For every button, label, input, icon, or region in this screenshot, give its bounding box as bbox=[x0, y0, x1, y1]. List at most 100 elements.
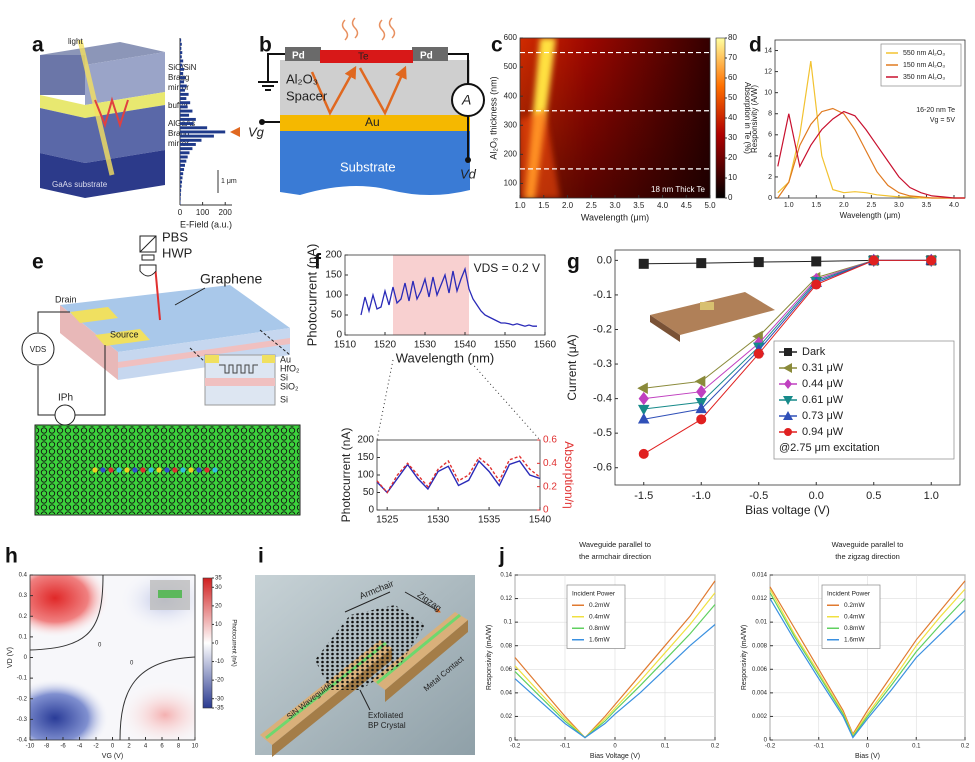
x-tick-label: 0 bbox=[111, 744, 115, 750]
bar bbox=[180, 130, 226, 134]
marker bbox=[638, 448, 649, 459]
cavity-dot bbox=[124, 467, 130, 473]
x-tick-label: 1530 bbox=[427, 515, 450, 526]
x-tick-label: 2.0 bbox=[562, 201, 574, 210]
y-tick-label: 4 bbox=[768, 153, 772, 160]
marker bbox=[637, 412, 650, 424]
x-tick-label: 1525 bbox=[376, 515, 399, 526]
y-tick-label: 0.12 bbox=[500, 596, 512, 602]
cavity-dot bbox=[204, 467, 210, 473]
cavity-dot bbox=[132, 467, 138, 473]
contact bbox=[412, 47, 448, 61]
label: Te bbox=[358, 52, 369, 63]
cavity-dot bbox=[212, 467, 218, 473]
x-tick-label: 1550 bbox=[494, 340, 517, 351]
legend-label: Dark bbox=[802, 346, 826, 358]
x-tick-label: 0 bbox=[178, 208, 183, 217]
label: Si bbox=[280, 372, 288, 382]
legend-label: 0.8mW bbox=[589, 625, 610, 632]
label: PBS bbox=[162, 229, 188, 244]
chip-side bbox=[60, 305, 118, 380]
y-tick-label: 2 bbox=[768, 174, 772, 181]
marker bbox=[753, 348, 764, 359]
legend-label: 0.2mW bbox=[589, 602, 610, 609]
label: Pd bbox=[292, 51, 305, 62]
chart-title: Waveguide parallel to bbox=[579, 540, 651, 549]
colorbar-tick-label: 20 bbox=[215, 603, 222, 609]
colorbar-tick-label: 60 bbox=[728, 73, 737, 82]
x-tick-label: 8 bbox=[177, 744, 181, 750]
marker bbox=[637, 382, 648, 395]
bar bbox=[180, 126, 208, 130]
y-tick-label: 0.06 bbox=[500, 667, 512, 673]
panel-label: j bbox=[498, 545, 505, 568]
x-tick-label: 0.1 bbox=[912, 744, 921, 750]
legend-marker bbox=[783, 411, 793, 420]
series-line bbox=[360, 266, 537, 327]
legend-marker bbox=[784, 379, 792, 389]
panel-label: a bbox=[32, 34, 44, 57]
source-meter bbox=[21, 332, 55, 366]
legend-marker bbox=[783, 363, 792, 373]
x-tick-label: 0.2 bbox=[711, 744, 720, 750]
label: light bbox=[68, 37, 83, 46]
label: GaAs substrate bbox=[52, 180, 108, 189]
bar bbox=[180, 88, 185, 92]
x-tick-label: 1540 bbox=[454, 340, 477, 351]
substrate bbox=[280, 131, 470, 195]
legend-label: 0.44 μW bbox=[802, 378, 844, 390]
y-tick-label: 200 bbox=[325, 250, 342, 261]
series-line bbox=[376, 455, 541, 494]
y2-tick-label: 0 bbox=[543, 505, 549, 516]
y-tick-label: 200 bbox=[357, 435, 374, 446]
x-axis-label: Bias (V) bbox=[855, 753, 880, 760]
x-tick-label: -6 bbox=[60, 744, 66, 750]
y-tick-label: 0.3 bbox=[19, 593, 28, 599]
x-axis-label: Wavelength (μm) bbox=[581, 212, 649, 222]
colorbar-tick-label: -30 bbox=[215, 696, 224, 702]
x-axis-label: Wavelength (μm) bbox=[840, 211, 901, 220]
y-tick-label: 0 bbox=[336, 330, 342, 341]
y-tick-label: 0.08 bbox=[500, 643, 512, 649]
wire bbox=[448, 53, 469, 160]
inset-chip-side bbox=[650, 315, 680, 342]
colorbar-label: Photocurrent (nA) bbox=[230, 619, 236, 666]
series-line bbox=[514, 580, 716, 739]
legend-label: 0.2mW bbox=[844, 602, 865, 609]
x-tick-label: 0.1 bbox=[661, 744, 670, 750]
y-tick-label: 14 bbox=[764, 47, 772, 54]
scale-label: 1 μm bbox=[221, 178, 237, 185]
label: buffer bbox=[168, 101, 189, 110]
colorbar-tick-label: 80 bbox=[728, 33, 737, 42]
x-tick-label: 100 bbox=[196, 208, 210, 217]
annotation: 18 nm Thick Te bbox=[651, 185, 706, 194]
bar bbox=[180, 76, 186, 80]
series-line bbox=[777, 107, 965, 199]
label: Exfoliated bbox=[368, 711, 403, 720]
y-tick-label: -0.3 bbox=[17, 717, 28, 723]
y-tick-label: 0 bbox=[509, 738, 513, 744]
y-tick-label: 400 bbox=[504, 91, 518, 100]
y-tick-label: 0.1 bbox=[19, 634, 28, 640]
y-tick-label: 0.006 bbox=[752, 667, 768, 673]
cavity-dot bbox=[92, 467, 98, 473]
y-tick-label: 0.1 bbox=[504, 620, 513, 626]
cavity-dot bbox=[148, 467, 154, 473]
bar bbox=[180, 72, 184, 75]
bp-crystal bbox=[315, 605, 425, 690]
panel-a-diagram: light SiO/SiN Bragg mirror buffer AlGaAs… bbox=[40, 37, 197, 198]
ground bbox=[258, 53, 285, 91]
bar bbox=[180, 197, 181, 201]
x-tick-label: -0.1 bbox=[560, 744, 571, 750]
inset-channel bbox=[158, 590, 182, 598]
label: Bragg bbox=[168, 129, 189, 138]
substrate-block bbox=[40, 150, 165, 198]
colorbar bbox=[715, 37, 726, 199]
colorbar-tick-label: 70 bbox=[728, 53, 737, 62]
x-tick-label: 3.0 bbox=[894, 202, 904, 209]
source-pad bbox=[95, 329, 150, 346]
colorbar-tick-label: 40 bbox=[728, 113, 737, 122]
field-wave bbox=[94, 96, 129, 129]
y-tick-label: 0.012 bbox=[752, 596, 768, 602]
marker bbox=[926, 255, 937, 266]
